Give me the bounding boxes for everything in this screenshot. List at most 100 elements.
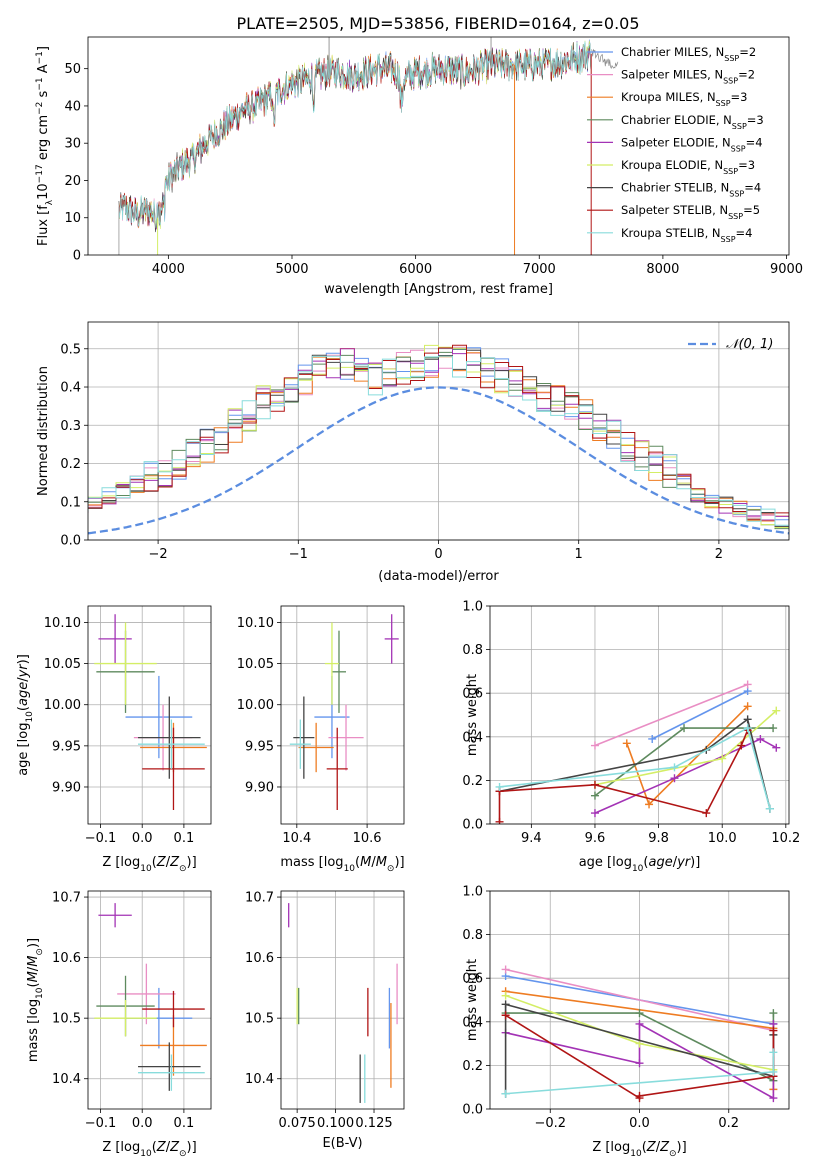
plot-area [118,37,619,255]
error-bar [98,903,132,928]
y-tick-label: 0.3 [60,419,81,434]
y-tick-label: 0.2 [462,774,483,789]
data-point [635,1091,644,1100]
x-tick-label: −1 [289,547,308,562]
y-tick-label: 10.05 [237,657,274,672]
y-tick-label: 1.0 [462,885,483,900]
y-tick-label: 10.00 [237,698,274,713]
y-tick-label: 0.8 [462,928,483,943]
error-bar [94,1000,157,1037]
y-tick-label: 10.05 [44,657,81,672]
x-tick-label: 0 [434,547,442,562]
figure-title: PLATE=2505, MJD=53856, FIBERID=0164, z=0… [236,14,639,33]
legend: 𝒩(0, 1) [688,337,773,352]
y-tick-label: 0.6 [462,972,483,987]
data-point [501,1000,510,1009]
data-point [501,965,510,974]
axes-frame [489,605,790,825]
data-point [743,702,752,711]
chart-age-vs-mass: 10.4 10.6 9.90 9.95 10.00 10.05 10.10 mass [log… [237,605,405,874]
y-tick-label: 9.90 [52,780,81,795]
data-point [645,800,654,809]
x-tick-label: 9.4 [521,831,542,846]
chart-mass-vs-ebv: 0.075 0.100 0.125 10.4 10.5 10.6 10.7 E(B-V) [245,890,405,1151]
spectrum-line [118,41,592,229]
series-line [594,683,748,747]
y-tick-label: 9.95 [52,739,81,754]
data-point [501,1011,510,1020]
y-tick-label: 9.90 [245,780,274,795]
y-tick-label: 10.5 [245,1012,274,1027]
axes-frame [280,890,405,1110]
x-tick-label: 1 [575,547,583,562]
data-point [702,809,711,818]
histogram-step [88,347,789,526]
legend-entry: Kroupa MILES, NSSP=3 [621,90,747,108]
x-axis-label: wavelength [Angstrom, rest frame] [324,282,553,297]
y-tick-label: 40 [64,99,81,114]
axes-frame [87,321,790,541]
y-tick-label: 10.7 [52,891,81,906]
x-tick-label: 10.0 [708,831,737,846]
data-point [743,724,752,733]
series-line [651,690,748,740]
y-tick-label: 30 [64,137,81,152]
x-tick-label: 9000 [770,262,803,277]
legend: Chabrier MILES, NSSP=2 Salpeter MILES, NS… [587,45,764,243]
legend-entry: 𝒩(0, 1) [726,337,773,352]
data-point [590,791,599,800]
y-tick-label: 0 [73,249,81,264]
y-tick-label: 10.10 [237,616,274,631]
chart-spectrum: 4000 5000 6000 7000 8000 9000 0 10 20 30 40 50 wavel… [35,36,803,297]
y-axis-label: mass weight [465,674,480,756]
y-tick-label: 10.6 [245,951,274,966]
y-tick-label: 10.6 [52,951,81,966]
x-tick-label: 10.6 [353,831,382,846]
x-tick-label: 8000 [646,262,679,277]
series-line [498,729,749,822]
y-tick-label: 0.4 [60,381,81,396]
data-point [769,1048,778,1057]
plot-area [88,344,789,535]
error-bar [289,719,311,769]
x-axis-label: mass [log10(M/M⊙)] [280,855,404,874]
y-tick-label: 0.0 [462,1103,483,1118]
y-tick-label: 1.0 [462,600,483,615]
x-axis-label: Z [log10(Z/Z⊙)] [102,855,196,874]
chart-mass-vs-z: −0.1 0.0 0.1 10.4 10.5 10.6 10.7 Z [log10(Z/Z⊙)… [26,891,212,1159]
chart-mass-weight-vs-age: 9.4 9.6 9.8 10.0 10.2 0.0 0.2 0.4 0.6 0.8 1.0 mass … [462,600,800,875]
data-point [590,809,599,818]
chart-mass-weight-vs-z: −0.2 0.0 0.2 0.0 0.2 0.4 0.6 0.8 1.0 mass weight Z… [462,885,790,1159]
series-line [499,718,771,809]
data-point [622,739,631,748]
data-point [501,991,510,1000]
data-point [670,774,679,783]
plot-area [288,903,398,1103]
y-tick-label: 0.2 [60,457,81,472]
y-tick-label: 10 [64,211,81,226]
y-tick-label: 0.8 [462,643,483,658]
y-axis-label: mass [log10(M/M⊙)] [26,938,45,1062]
data-point [769,1009,778,1018]
data-point [635,1009,644,1018]
x-tick-label: 0.1 [174,1116,195,1131]
y-tick-label: 10.10 [44,616,81,631]
data-point [670,763,679,772]
data-point [772,706,781,715]
x-tick-label: 5000 [275,262,308,277]
y-tick-label: 0.5 [60,342,81,357]
error-bar [331,630,347,713]
spectrum-line [590,48,619,70]
axes-frame [87,605,212,825]
data-point [501,1089,510,1098]
y-tick-label: 10.7 [245,891,274,906]
x-tick-label: 0.2 [718,1116,739,1131]
data-point [756,734,765,743]
histogram-step [88,355,789,529]
error-bar [117,963,176,1025]
x-tick-label: 2 [715,547,723,562]
chart-residual-hist: −2 −1 0 1 2 0.0 0.1 0.2 0.3 0.4 0.5 (data-model)/er… [36,321,790,584]
y-tick-label: 10.4 [245,1072,274,1087]
x-tick-label: 10.2 [771,831,800,846]
y-tick-label: 20 [64,174,81,189]
